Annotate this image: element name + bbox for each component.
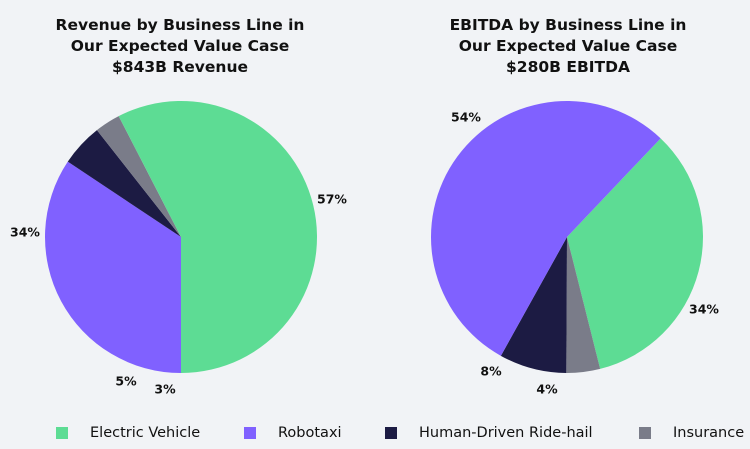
- legend-item-insurance: Insurance: [639, 425, 744, 441]
- legend-label: Electric Vehicle: [90, 425, 201, 441]
- ebitda-slice-human-driven-ride-hail: [500, 237, 567, 373]
- revenue-title-line-1: Revenue by Business Line in: [55, 16, 305, 34]
- legend-swatch-human-driven-ride-hail: [385, 427, 397, 439]
- legend-item-robotaxi: Robotaxi: [244, 425, 342, 441]
- revenue-pie: 57% 34% 5% 3%: [10, 101, 347, 397]
- ebitda-pie: 34% 54% 8% 4%: [430, 100, 719, 397]
- legend-swatch-robotaxi: [244, 427, 256, 439]
- revenue-title-line-3: $843B Revenue: [112, 58, 248, 76]
- legend: Electric Vehicle Robotaxi Human-Driven R…: [0, 425, 750, 445]
- legend-swatch-insurance: [639, 427, 651, 439]
- legend-label: Robotaxi: [278, 425, 342, 441]
- revenue-chart-title: Revenue by Business Line in Our Expected…: [30, 15, 330, 78]
- ebitda-label-human-driven-ride-hail: 8%: [480, 364, 502, 379]
- pie-charts: 57% 34% 5% 3% 34% 54% 8% 4%: [10, 100, 719, 397]
- ebitda-slice-electric-vehicle: [567, 138, 703, 369]
- legend-swatch-electric-vehicle: [56, 427, 68, 439]
- legend-item-electric-vehicle: Electric Vehicle: [56, 425, 200, 441]
- ebitda-slice-insurance: [566, 237, 601, 374]
- revenue-title-line-2: Our Expected Value Case: [70, 37, 290, 55]
- revenue-label-human-driven-ride-hail: 5%: [115, 374, 137, 389]
- revenue-slice-human-driven-ride-hail: [67, 130, 181, 237]
- legend-label: Human-Driven Ride-hail: [419, 425, 593, 441]
- revenue-slice-robotaxi: [45, 161, 182, 373]
- ebitda-label-robotaxi: 54%: [451, 110, 481, 125]
- revenue-slice-insurance: [96, 116, 181, 237]
- revenue-label-electric-vehicle: 57%: [317, 192, 347, 207]
- ebitda-label-electric-vehicle: 34%: [689, 302, 719, 317]
- ebitda-chart-title: EBITDA by Business Line in Our Expected …: [418, 15, 718, 78]
- legend-item-human-driven-ride-hail: Human-Driven Ride-hail: [385, 425, 593, 441]
- ebitda-title-line-3: $280B EBITDA: [506, 58, 630, 76]
- revenue-slice-electric-vehicle: [118, 101, 318, 374]
- revenue-label-robotaxi: 34%: [10, 225, 40, 240]
- revenue-label-insurance: 3%: [154, 382, 176, 397]
- ebitda-title-line-2: Our Expected Value Case: [458, 37, 678, 55]
- legend-label: Insurance: [673, 425, 745, 441]
- ebitda-label-insurance: 4%: [536, 382, 558, 397]
- ebitda-title-line-1: EBITDA by Business Line in: [449, 16, 687, 34]
- ebitda-slice-robotaxi: [430, 100, 661, 356]
